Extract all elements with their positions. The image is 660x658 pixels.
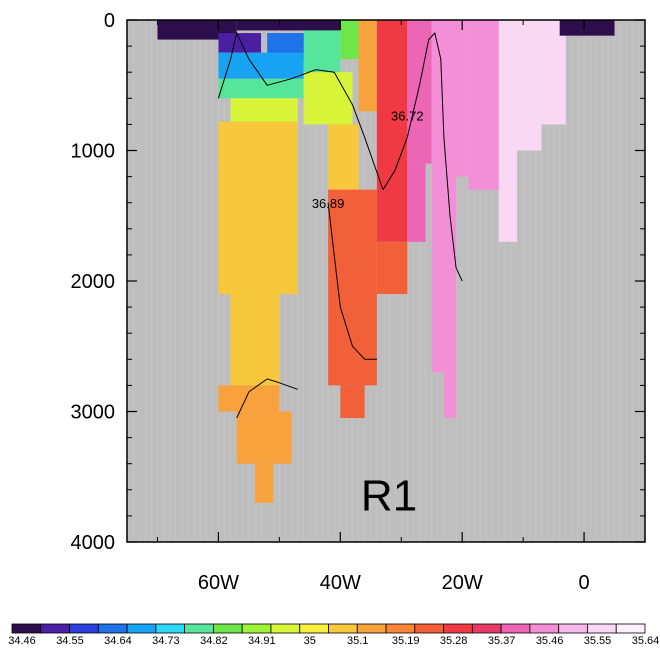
- colorbar-swatch: [558, 623, 588, 634]
- colorbar-swatch: [356, 623, 387, 634]
- salinity-cell: [254, 463, 274, 503]
- contour-label: 36.89: [312, 196, 345, 211]
- axes-layer: 0 1000 2000 3000 4000 60W 40W 20W 0: [71, 10, 646, 594]
- y-tick-label: 3000: [71, 402, 116, 424]
- y-tick-label: 2000: [71, 271, 116, 293]
- salinity-cell: [328, 189, 377, 386]
- salinity-cell: [230, 98, 298, 122]
- salinity-cell: [541, 20, 566, 125]
- colorbar-label: 34.82: [200, 635, 228, 647]
- heatmap-layer: [126, 20, 646, 542]
- salinity-cell: [517, 20, 542, 151]
- salinity-cell: [218, 121, 298, 164]
- colorbar-swatch: [155, 623, 186, 634]
- salinity-cell: [218, 52, 304, 79]
- colorbar-swatch: [69, 623, 99, 634]
- salinity-cell: [559, 20, 615, 36]
- salinity-cell: [328, 124, 359, 190]
- contour-line: [327, 202, 377, 360]
- colorbar-swatch: [385, 623, 416, 634]
- colorbar: 34.46 34.55 34.64 34.73 34.82 34.91 35 35.1 35.1…: [8, 623, 660, 647]
- colorbar-label: 34.91: [248, 635, 276, 647]
- colorbar-swatch: [299, 623, 329, 634]
- contour-label: 36.72: [391, 108, 424, 123]
- colorbar-label: 35.1: [347, 635, 368, 647]
- colorbar-swatch: [615, 623, 646, 634]
- colorbar-swatch: [500, 623, 531, 634]
- x-tick-label: 40W: [320, 572, 361, 594]
- colorbar-label: 35: [304, 635, 316, 647]
- colorbar-swatch: [184, 623, 214, 634]
- salinity-cell: [340, 20, 359, 60]
- colorbar-swatch: [126, 623, 157, 634]
- salinity-cell: [157, 20, 237, 40]
- colorbar-label: 34.64: [104, 635, 132, 647]
- colorbar-label: 35.46: [536, 635, 564, 647]
- colorbar-label: 35.37: [488, 635, 516, 647]
- salinity-cell: [218, 385, 280, 412]
- colorbar-swatch: [213, 623, 243, 634]
- colorbar-swatch: [587, 623, 617, 634]
- contour-line: [236, 378, 298, 419]
- salinity-cell: [376, 241, 408, 295]
- colorbar-swatch: [270, 623, 301, 634]
- salinity-cell: [443, 372, 457, 419]
- salinity-cell: [358, 20, 377, 112]
- colorbar-label: 34.55: [56, 635, 84, 647]
- x-tick-label: 60W: [198, 572, 239, 594]
- x-tick-label: 0: [578, 572, 589, 594]
- y-tick-label: 4000: [71, 532, 116, 554]
- salinity-cell: [303, 30, 341, 73]
- salinity-cell: [236, 20, 341, 31]
- salinity-cell: [236, 411, 292, 464]
- salinity-cell: [230, 294, 280, 386]
- salinity-cell: [218, 78, 304, 99]
- colorbar-swatch: [471, 623, 502, 634]
- contour-line: [217, 31, 384, 190]
- colorbar-swatch: [241, 623, 272, 634]
- salinity-cell: [431, 176, 457, 373]
- salinity-cell: [340, 385, 365, 419]
- colorbar-swatch: [529, 623, 560, 634]
- colorbar-label: 35.19: [392, 635, 420, 647]
- panel-label: R1: [361, 472, 417, 521]
- colorbar-label: 35.28: [440, 635, 468, 647]
- salinity-cell: [407, 163, 426, 242]
- salinity-cell: [498, 20, 518, 242]
- salinity-cell: [376, 20, 408, 242]
- colorbar-label: 35.55: [584, 635, 612, 647]
- colorbar-swatch: [443, 623, 473, 634]
- colorbar-label: 34.73: [152, 635, 180, 647]
- colorbar-swatch: [414, 623, 444, 634]
- contour-line: [382, 31, 463, 282]
- y-tick-label: 0: [104, 10, 115, 32]
- colorbar-swatch: [11, 623, 42, 634]
- salinity-cell: [218, 163, 298, 295]
- salinity-cell: [218, 33, 262, 53]
- colorbar-label: 34.46: [8, 635, 36, 647]
- colorbar-swatch: [40, 623, 70, 634]
- x-tick-label: 20W: [442, 572, 483, 594]
- salinity-cell: [303, 72, 353, 125]
- colorbar-swatch: [97, 623, 128, 634]
- colorbar-swatch: [328, 623, 358, 634]
- colorbar-label: 35.64: [632, 635, 660, 647]
- contour-layer: 36.72 36.89: [217, 31, 463, 419]
- y-tick-label: 1000: [71, 141, 116, 163]
